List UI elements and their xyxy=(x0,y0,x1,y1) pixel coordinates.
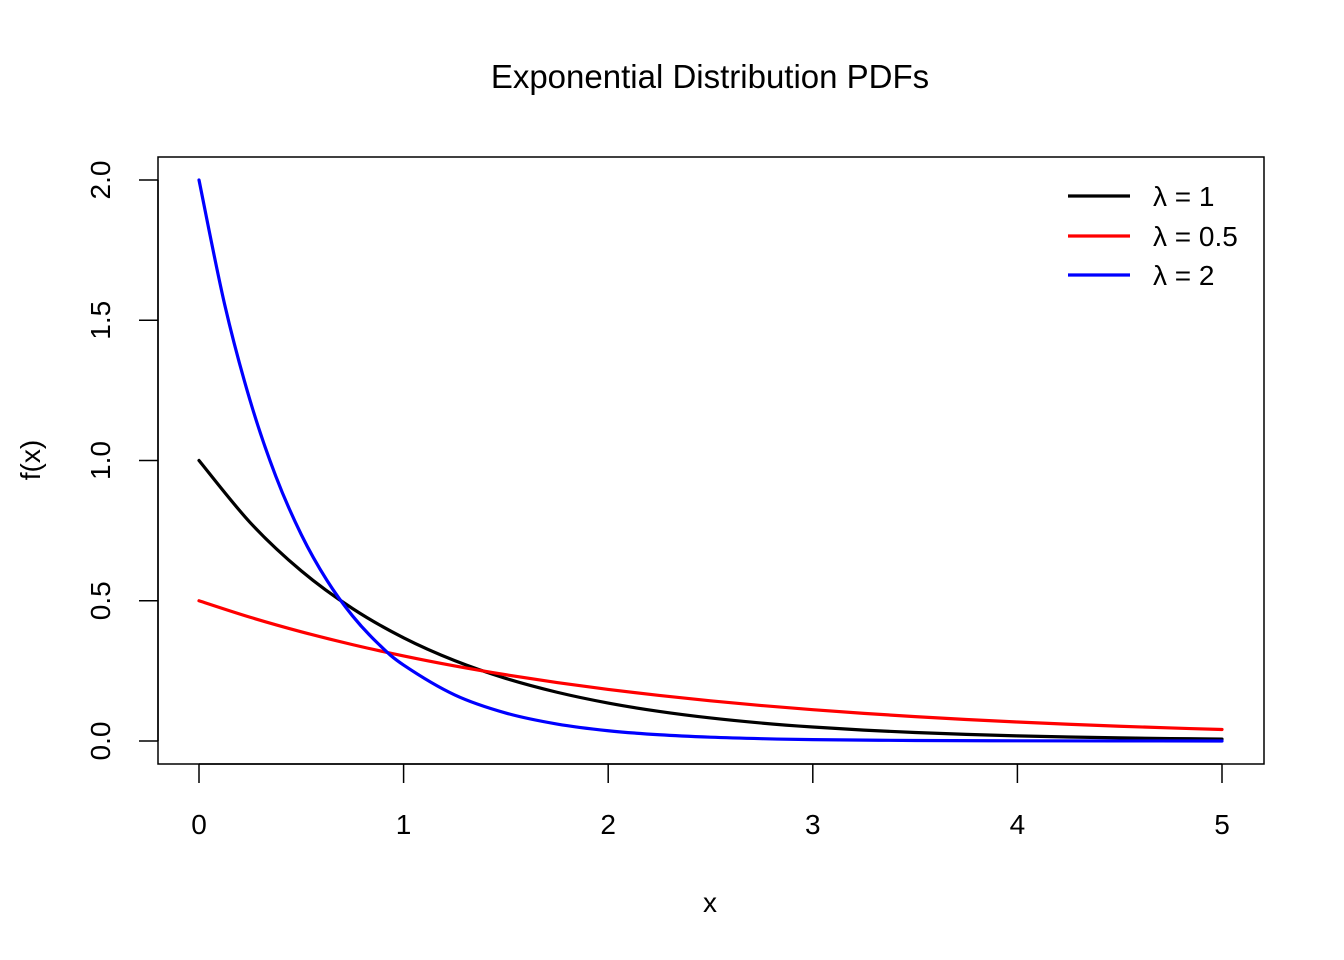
chart-title: Exponential Distribution PDFs xyxy=(491,58,929,95)
y-tick-label: 0.0 xyxy=(85,722,116,761)
x-tick-label: 5 xyxy=(1214,809,1230,840)
x-tick-label: 2 xyxy=(600,809,616,840)
y-tick-label: 0.5 xyxy=(85,581,116,620)
legend-label: λ = 0.5 xyxy=(1153,221,1238,252)
y-tick-label: 2.0 xyxy=(85,161,116,200)
x-tick-label: 0 xyxy=(191,809,207,840)
series-lambda-0-5-line xyxy=(197,599,1224,732)
x-tick-label: 4 xyxy=(1010,809,1026,840)
x-tick-label: 3 xyxy=(805,809,821,840)
x-axis-label: x xyxy=(703,887,717,918)
legend: λ = 1 λ = 0.5 λ = 2 xyxy=(1068,181,1238,291)
series-lambda-2-line xyxy=(197,178,1224,743)
series-layer xyxy=(197,178,1224,743)
legend-label: λ = 1 xyxy=(1153,181,1214,212)
x-tick-label: 1 xyxy=(396,809,412,840)
y-axis-label: f(x) xyxy=(15,440,46,480)
plot-frame xyxy=(157,156,1265,765)
series-lambda-1-line xyxy=(197,458,1224,741)
legend-label: λ = 2 xyxy=(1153,260,1214,291)
y-tick-label: 1.5 xyxy=(85,301,116,340)
y-axis: 0.0 0.5 1.0 1.5 2.0 xyxy=(85,161,159,761)
y-tick-label: 1.0 xyxy=(85,441,116,480)
x-axis: 0 1 2 3 4 5 xyxy=(191,763,1230,840)
